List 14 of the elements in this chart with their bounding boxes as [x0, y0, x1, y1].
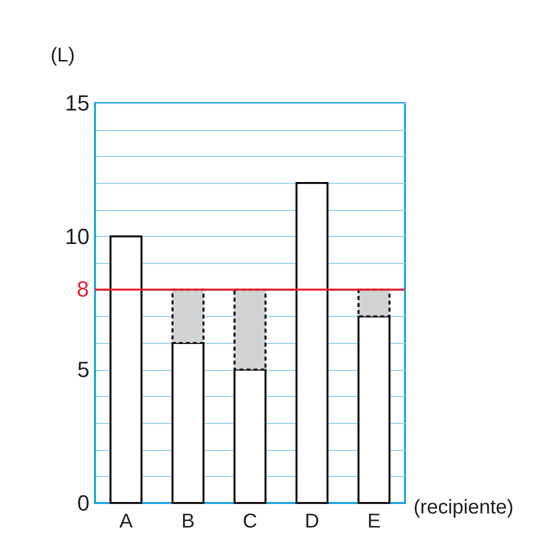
x-tick-label: A — [119, 510, 134, 532]
x-tick-label: E — [367, 510, 381, 532]
y-tick-label: 0 — [77, 490, 90, 516]
bar — [110, 235, 142, 504]
y-axis-title: (L) — [50, 44, 75, 66]
ref-line-label: 8 — [76, 276, 89, 302]
y-tick-label: 15 — [65, 90, 90, 116]
y-tick-label: 5 — [77, 357, 90, 382]
y-tick-label: 10 — [65, 224, 90, 249]
bar — [296, 182, 328, 504]
x-tick-label: B — [181, 510, 195, 532]
x-tick-label: C — [242, 510, 258, 532]
x-tick-label: D — [304, 510, 320, 532]
x-axis-title: (recipiente) — [414, 496, 514, 518]
